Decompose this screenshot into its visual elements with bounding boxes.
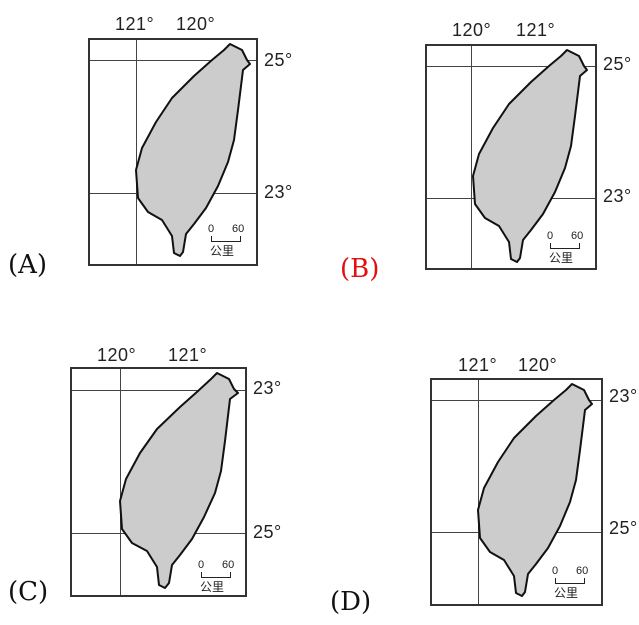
scale-zero: 0 — [198, 559, 205, 571]
scale-line — [555, 578, 585, 584]
option-d-lat-label-2: 25° — [609, 518, 638, 538]
taiwan-island-shape — [119, 372, 239, 589]
scale-sixty: 60 — [571, 230, 584, 242]
scale-unit: 公里 — [549, 251, 574, 265]
option-b-lon-label-1: 120° — [452, 20, 492, 40]
scale-bar: 0 60 公里 — [208, 223, 256, 258]
scale-bar: 0 60 公里 — [198, 559, 245, 594]
option-c-map[interactable]: 0 60 公里 — [70, 367, 247, 597]
option-a-lon-label-2: 120° — [176, 14, 216, 34]
option-a-lat-label-2: 23° — [264, 182, 293, 202]
option-b-lon-label-2: 121° — [516, 20, 556, 40]
option-a-lon-label-1: 121° — [115, 14, 155, 34]
scale-sixty: 60 — [222, 559, 235, 571]
option-d-lat-label-1: 23° — [609, 386, 638, 406]
meridian-line — [471, 46, 472, 268]
option-d-lon-label-1: 121° — [458, 355, 498, 375]
option-b-lat-label-1: 25° — [603, 54, 632, 74]
scale-zero: 0 — [208, 223, 215, 235]
option-c-label[interactable]: (C) — [8, 577, 49, 607]
option-a-lat-label-1: 25° — [264, 50, 293, 70]
option-d-map[interactable]: 0 60 公里 — [430, 378, 603, 606]
option-d-label[interactable]: (D) — [330, 587, 372, 617]
scale-unit: 公里 — [200, 580, 225, 594]
option-c-lat-label-2: 25° — [253, 522, 282, 542]
scale-sixty: 60 — [576, 565, 589, 577]
taiwan-island-shape — [472, 49, 588, 263]
scale-zero: 0 — [547, 230, 554, 242]
option-a-map[interactable]: 0 60 公里 — [88, 38, 258, 266]
scale-unit: 公里 — [210, 244, 235, 258]
option-d-lon-label-2: 120° — [518, 355, 558, 375]
scale-bar: 0 60 公里 — [552, 565, 601, 600]
scale-line — [211, 236, 241, 242]
taiwan-island-shape — [135, 43, 251, 257]
option-c-lon-label-2: 121° — [168, 345, 208, 365]
parallel-line — [90, 60, 256, 61]
scale-zero: 0 — [552, 565, 559, 577]
option-b-lat-label-2: 23° — [603, 186, 632, 206]
scale-line — [201, 572, 231, 578]
scale-unit: 公里 — [554, 586, 579, 600]
scale-line — [550, 243, 580, 249]
scale-sixty: 60 — [232, 223, 245, 235]
option-a-label[interactable]: (A) — [8, 250, 48, 280]
scale-bar: 0 60 公里 — [547, 230, 595, 265]
meridian-line — [136, 40, 137, 264]
parallel-line — [427, 66, 595, 67]
option-b-map[interactable]: 0 60 公里 — [425, 44, 597, 270]
option-b-label[interactable]: (B) — [340, 254, 380, 284]
option-c-lon-label-1: 120° — [97, 345, 137, 365]
parallel-line — [72, 390, 245, 391]
meridian-line — [120, 369, 121, 595]
parallel-line — [432, 400, 601, 401]
meridian-line — [478, 380, 479, 604]
option-c-lat-label-1: 23° — [253, 378, 282, 398]
taiwan-island-shape — [477, 383, 593, 597]
